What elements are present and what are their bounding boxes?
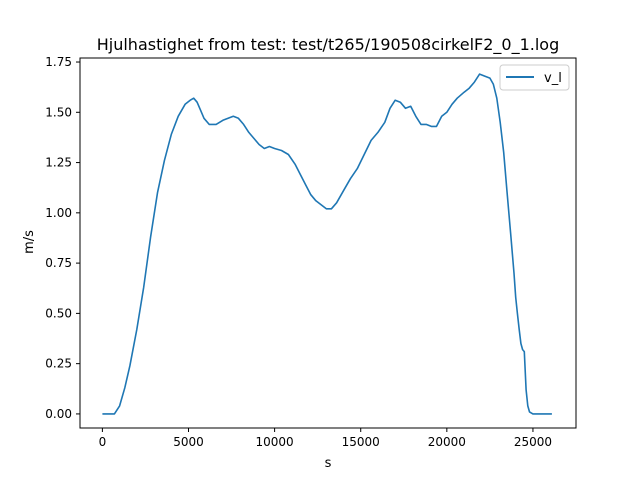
y-axis-label: m/s (22, 230, 37, 254)
y-tick-label: 0.50 (45, 306, 72, 320)
x-tick-label: 0 (99, 435, 107, 449)
y-tick-label: 1.00 (45, 206, 72, 220)
x-axis-ticks: 0 5000 10000 15000 20000 25000 (99, 428, 552, 449)
y-tick-label: 0.75 (45, 256, 72, 270)
y-tick-label: 1.25 (45, 156, 72, 170)
y-axis-ticks: 0.00 0.25 0.50 0.75 1.00 1.25 1.50 1.75 (45, 55, 80, 421)
legend-label-v_l: v_l (544, 71, 562, 86)
x-tick-label: 15000 (342, 435, 380, 449)
x-tick-label: 20000 (428, 435, 466, 449)
x-tick-label: 5000 (173, 435, 204, 449)
series-layer (102, 73, 552, 415)
y-tick-label: 0.00 (45, 407, 72, 421)
x-tick-label: 25000 (514, 435, 552, 449)
chart-title: Hjulhastighet from test: test/t265/19050… (97, 35, 560, 55)
y-tick-label: 1.75 (45, 55, 72, 69)
x-tick-label: 10000 (256, 435, 294, 449)
legend: v_l (499, 64, 570, 91)
legend-box (499, 64, 570, 91)
series-line-v_l (102, 73, 552, 415)
y-tick-label: 0.25 (45, 357, 72, 371)
x-axis-label: s (325, 456, 332, 471)
plot-frame (79, 57, 577, 429)
y-tick-label: 1.50 (45, 105, 72, 119)
